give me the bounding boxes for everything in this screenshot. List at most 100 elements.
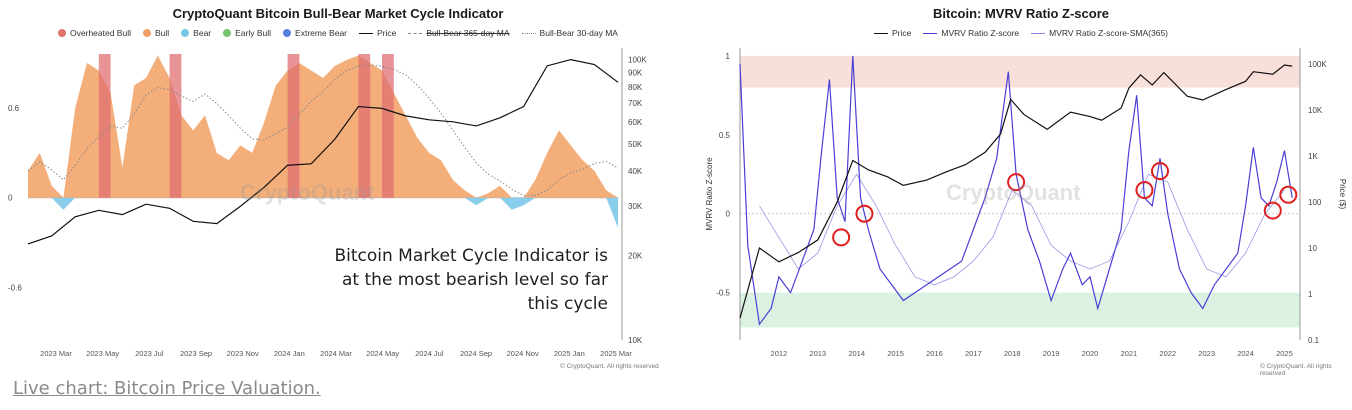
legend-item[interactable]: MVRV Ratio Z-score-SMA(365) <box>1031 28 1168 38</box>
legend-label: Bull <box>154 28 170 38</box>
y-tick-label: 0.5 <box>719 131 731 140</box>
legend-label: MVRV Ratio Z-score <box>941 28 1020 38</box>
x-tick-label: 2024 Sep <box>460 349 492 358</box>
y-tick-label: -0.6 <box>8 284 22 293</box>
bull-area <box>28 55 618 198</box>
y-tick-label: -0.5 <box>716 289 730 298</box>
highlight-circle <box>855 204 874 223</box>
x-tick-label: 2022 <box>1159 349 1176 358</box>
zscore-line <box>739 55 1293 326</box>
bull-bear-plot: 0.6 0 -0.6 100K 90K 80K 70K 60K 50K 40K 30K 20K 10K 2… <box>8 48 647 358</box>
x-tick-label: 2019 <box>1043 349 1060 358</box>
price-line <box>27 58 619 245</box>
legend-item[interactable]: Bull-Bear 365-day MA <box>408 28 510 38</box>
overheated-band <box>382 54 394 198</box>
legend-swatch <box>521 32 536 34</box>
y-axis-label: MVRV Ratio Z-score <box>705 157 714 231</box>
legend-label: Overheated Bull <box>70 28 131 38</box>
y2-tick-label: 100K <box>628 56 647 65</box>
x-tick-label: 2024 May <box>366 349 399 358</box>
x-tick-label: 2024 Nov <box>507 349 539 358</box>
legend-swatch <box>873 32 888 34</box>
price-line <box>739 64 1293 319</box>
legend-swatch <box>223 29 232 37</box>
legend-label: Bull-Bear 365-day MA <box>426 28 510 38</box>
chart-legend: Overheated Bull Bull Bear Early Bull Extreme… <box>0 28 676 38</box>
legend-swatch <box>181 29 190 37</box>
chart-legend: Price MVRV Ratio Z-score MVRV Ratio Z-scor… <box>690 28 1352 38</box>
highlight-circle <box>1151 162 1169 181</box>
highlight-circle <box>1263 201 1282 220</box>
legend-label: Bear <box>193 28 212 38</box>
y-tick-label: 0.6 <box>8 104 20 113</box>
legend-label: MVRV Ratio Z-score-SMA(365) <box>1049 28 1169 38</box>
y2-axis-label: Price ($) <box>1338 179 1347 210</box>
undervalued-zone <box>740 292 1300 328</box>
y2-tick-label: 0.1 <box>1308 336 1320 345</box>
x-tick-label: 2015 <box>887 349 904 358</box>
x-tick-label: 2016 <box>926 349 943 358</box>
bull-bear-chart-panel: CryptoQuant Bitcoin Bull-Bear Market Cyc… <box>0 0 676 372</box>
highlight-circle <box>832 228 851 247</box>
legend-item[interactable]: Price <box>873 28 911 38</box>
legend-swatch <box>359 32 374 34</box>
x-tick-label: 2024 Jan <box>274 349 305 358</box>
overvalued-zone <box>740 55 1300 88</box>
mvrv-chart-panel: Bitcoin: MVRV Ratio Z-score Price MVRV Ra… <box>690 0 1352 377</box>
x-tick-label: 2020 <box>1082 349 1099 358</box>
overheated-band <box>98 54 111 198</box>
y-tick-label: 0 <box>8 194 13 203</box>
chart-title: CryptoQuant Bitcoin Bull-Bear Market Cyc… <box>172 6 504 21</box>
x-tick-label: 2017 <box>965 349 982 358</box>
highlight-circle <box>1279 185 1298 204</box>
x-tick-label: 2013 <box>809 349 826 358</box>
y2-tick-label: 50K <box>628 140 643 149</box>
x-tick-label: 2024 <box>1237 349 1254 358</box>
x-tick-label: 2025 <box>1276 349 1293 358</box>
y2-tick-label: 90K <box>628 68 643 77</box>
x-tick-label: 2021 <box>1121 349 1138 358</box>
legend-item[interactable]: Bull-Bear 30-day MA <box>521 28 618 38</box>
x-tick-label: 2025 Mar <box>600 349 632 358</box>
legend-item[interactable]: Bull <box>142 28 170 38</box>
legend-item[interactable]: Overheated Bull <box>58 28 131 38</box>
copyright-note: © CryptoQuant. All rights reserved <box>1260 363 1332 377</box>
copyright-note: © CryptoQuant. All rights reserved <box>560 363 659 370</box>
legend-item[interactable]: Price <box>359 28 396 38</box>
watermark: CryptoQuant <box>240 180 375 205</box>
y2-tick-label: 20K <box>628 252 643 261</box>
x-tick-label: 2023 Jul <box>135 349 164 358</box>
legend-swatch <box>923 32 938 34</box>
legend-swatch <box>283 29 292 37</box>
legend-swatch <box>142 29 151 37</box>
x-tick-label: 2024 Mar <box>320 349 352 358</box>
y2-tick-label: 80K <box>628 83 643 92</box>
y2-tick-label: 40K <box>628 167 643 176</box>
legend-item[interactable]: Bear <box>181 28 211 38</box>
legend-item[interactable]: Extreme Bear <box>283 28 347 38</box>
x-tick-label: 2025 Jan <box>554 349 585 358</box>
legend-swatch <box>1031 32 1046 34</box>
x-tick-label: 2024 Jul <box>415 349 444 358</box>
chart-annotation: Bitcoin Market Cycle Indicator is at the… <box>334 246 608 314</box>
y2-tick-label: 10K <box>1308 106 1323 115</box>
ma-line <box>27 64 619 197</box>
x-tick-label: 2014 <box>848 349 865 358</box>
y2-tick-label: 100 <box>1308 198 1322 207</box>
x-tick-label: 2023 Mar <box>40 349 72 358</box>
y2-tick-label: 30K <box>628 202 643 211</box>
overheated-band <box>358 54 371 198</box>
live-chart-link[interactable]: Live chart: Bitcoin Price Valuation. <box>13 378 321 399</box>
legend-item[interactable]: MVRV Ratio Z-score <box>923 28 1019 38</box>
y2-tick-label: 1 <box>1308 290 1313 299</box>
y2-tick-label: 70K <box>628 99 643 108</box>
legend-item[interactable]: Early Bull <box>223 28 271 38</box>
y-tick-label: 1 <box>726 52 731 61</box>
x-tick-label: 2018 <box>1004 349 1021 358</box>
legend-label: Price <box>377 28 397 38</box>
legend-label: Early Bull <box>235 28 272 38</box>
y2-tick-label: 10 <box>1308 244 1317 253</box>
x-tick-label: 2023 May <box>86 349 119 358</box>
y2-tick-label: 100K <box>1308 60 1327 69</box>
legend-swatch <box>408 32 423 34</box>
